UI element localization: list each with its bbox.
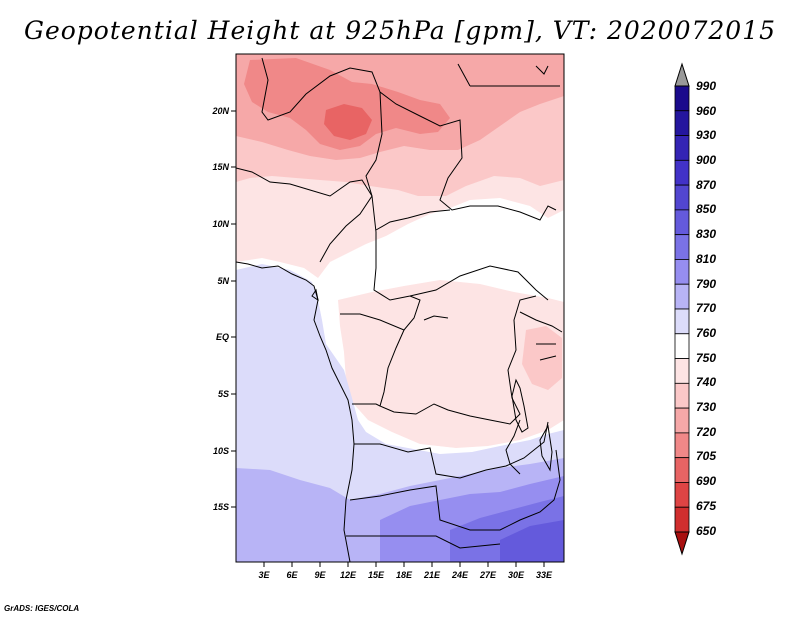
lon-label: 15E [368,570,385,580]
colorbar-labels: 990 960 930 900 870 850 830 810 790 770 … [696,79,716,538]
colorbar-label: 960 [696,104,716,118]
lat-label: 15S [213,502,229,512]
colorbar-label: 810 [696,252,716,266]
colorbar-box [674,184,690,211]
colorbar-label: 740 [696,375,716,389]
contour-740-east [522,326,562,390]
colorbar-box [674,333,690,359]
lon-label: 6E [286,570,298,580]
country-borders [236,57,563,562]
colorbar-top-arrow [674,62,690,87]
map-frame [235,53,565,563]
contour-720 [244,58,450,150]
colorbar-label: 770 [696,301,716,315]
colorbar-box [674,159,690,186]
lon-label: 27E [479,570,497,580]
colorbar-label: 690 [696,474,716,488]
colorbar-box [674,283,690,310]
colorbar-boxes [674,85,690,533]
lon-label: 12E [340,570,357,580]
colorbar-box [674,85,690,112]
colorbar-box [674,407,690,434]
contour-750-congo [338,280,564,448]
colorbar-box [674,482,690,508]
colorbar-label: 730 [696,400,716,414]
lon-label: 21E [423,570,441,580]
colorbar-box [674,135,690,161]
lon-label: 33E [536,570,553,580]
colorbar-box [674,457,690,483]
colorbar-bottom-arrow [674,531,690,556]
lat-label: EQ [216,332,229,342]
colorbar-box [674,308,690,335]
lon-label: 24E [451,570,469,580]
colorbar-box [674,110,690,136]
colorbar-box [674,234,690,260]
colorbar-box [674,506,690,533]
lat-label: 15N [212,162,229,172]
colorbar-box [674,259,690,285]
colorbar-label: 850 [696,202,716,216]
colorbar-box [674,358,690,384]
colorbar-label: 900 [696,153,716,167]
colorbar-label: 760 [696,326,716,340]
map-title: Geopotential Height at 925hPa [gpm], VT:… [23,16,777,45]
colorbar-box [674,432,690,459]
colorbar-label: 675 [696,499,716,513]
grads-credit: GrADS: IGES/COLA [4,604,80,613]
colorbar-label: 830 [696,227,716,241]
lon-axis [263,562,545,567]
colorbar-box [674,209,690,236]
lat-label: 20N [211,106,229,116]
lat-label: 10S [213,446,229,456]
map-plot-area [236,54,564,562]
colorbar-label: 790 [696,277,716,291]
colorbar-label: 870 [696,178,716,192]
lat-labels: 20N 15N 10N 5N EQ 5S 10S 15S [211,106,229,512]
colorbar-label: 990 [696,79,716,93]
colorbar-label: 705 [696,449,716,463]
colorbar-label: 720 [696,425,716,439]
lat-label: 5N [217,276,229,286]
lat-label: 5S [218,389,229,399]
colorbar-label: 750 [696,351,716,365]
lat-label: 10N [212,219,229,229]
lon-label: 30E [508,570,525,580]
colorbar-label: 930 [696,128,716,142]
contour-705 [324,104,372,140]
lon-labels: 3E 6E 9E 12E 15E 18E 21E 24E 27E 30E 33E [258,570,553,580]
colorbar-box [674,382,690,409]
lon-label: 18E [396,570,413,580]
lat-axis [231,110,236,508]
lon-label: 3E [258,570,270,580]
colorbar: 990 960 930 900 870 850 830 810 790 770 … [674,62,716,556]
contour-850 [500,520,564,562]
lon-label: 9E [314,570,326,580]
colorbar-label: 650 [696,524,716,538]
